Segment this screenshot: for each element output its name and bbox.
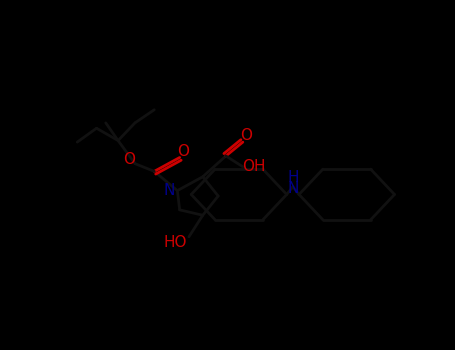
Text: N: N — [164, 183, 175, 198]
Text: N: N — [287, 181, 298, 196]
Text: O: O — [240, 128, 252, 143]
Text: O: O — [177, 144, 189, 159]
Text: H: H — [287, 170, 298, 185]
Text: HO: HO — [163, 236, 187, 251]
Text: OH: OH — [242, 159, 265, 174]
Text: O: O — [123, 152, 135, 167]
